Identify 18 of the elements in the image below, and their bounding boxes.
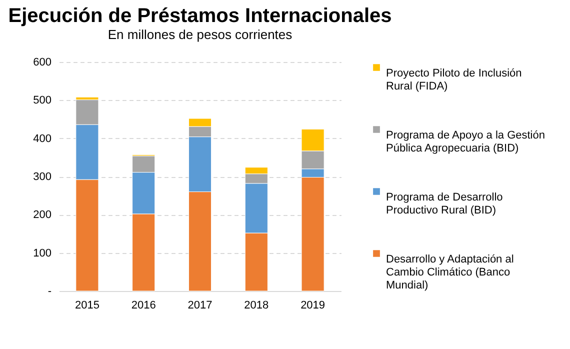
y-tick-label: - [48,286,52,298]
legend-label: Programa de Apoyo a la Gestión Pública Agropecuaria (BID) [386,130,545,154]
chart-subtitle: En millones de pesos corrientes [108,27,293,42]
x-tick-label: 2017 [188,300,212,312]
legend-label: Proyecto Piloto de Inclusión Rural (FIDA) [386,68,522,92]
legend-label: Desarrollo y Adaptación al Cambio Climático (Banco Mundial) [386,254,514,292]
y-tick-label: 200 [33,209,52,222]
y-tick-label: 600 [33,56,52,68]
x-tick-label: 2015 [74,300,100,312]
x-tick-label: 2016 [131,300,156,312]
y-tick-label: 500 [33,94,52,107]
y-tick-label: 300 [33,171,52,183]
y-tick-label: 100 [33,247,52,260]
x-tick-label: 2019 [300,300,326,312]
chart-title: Ejecución de Préstamos Internacionales [8,5,392,27]
y-tick-label: 400 [33,132,52,145]
legend-label: Programa de Desarrollo Productivo Rural (BID) [386,192,503,216]
x-tick-label: 2018 [244,300,269,312]
